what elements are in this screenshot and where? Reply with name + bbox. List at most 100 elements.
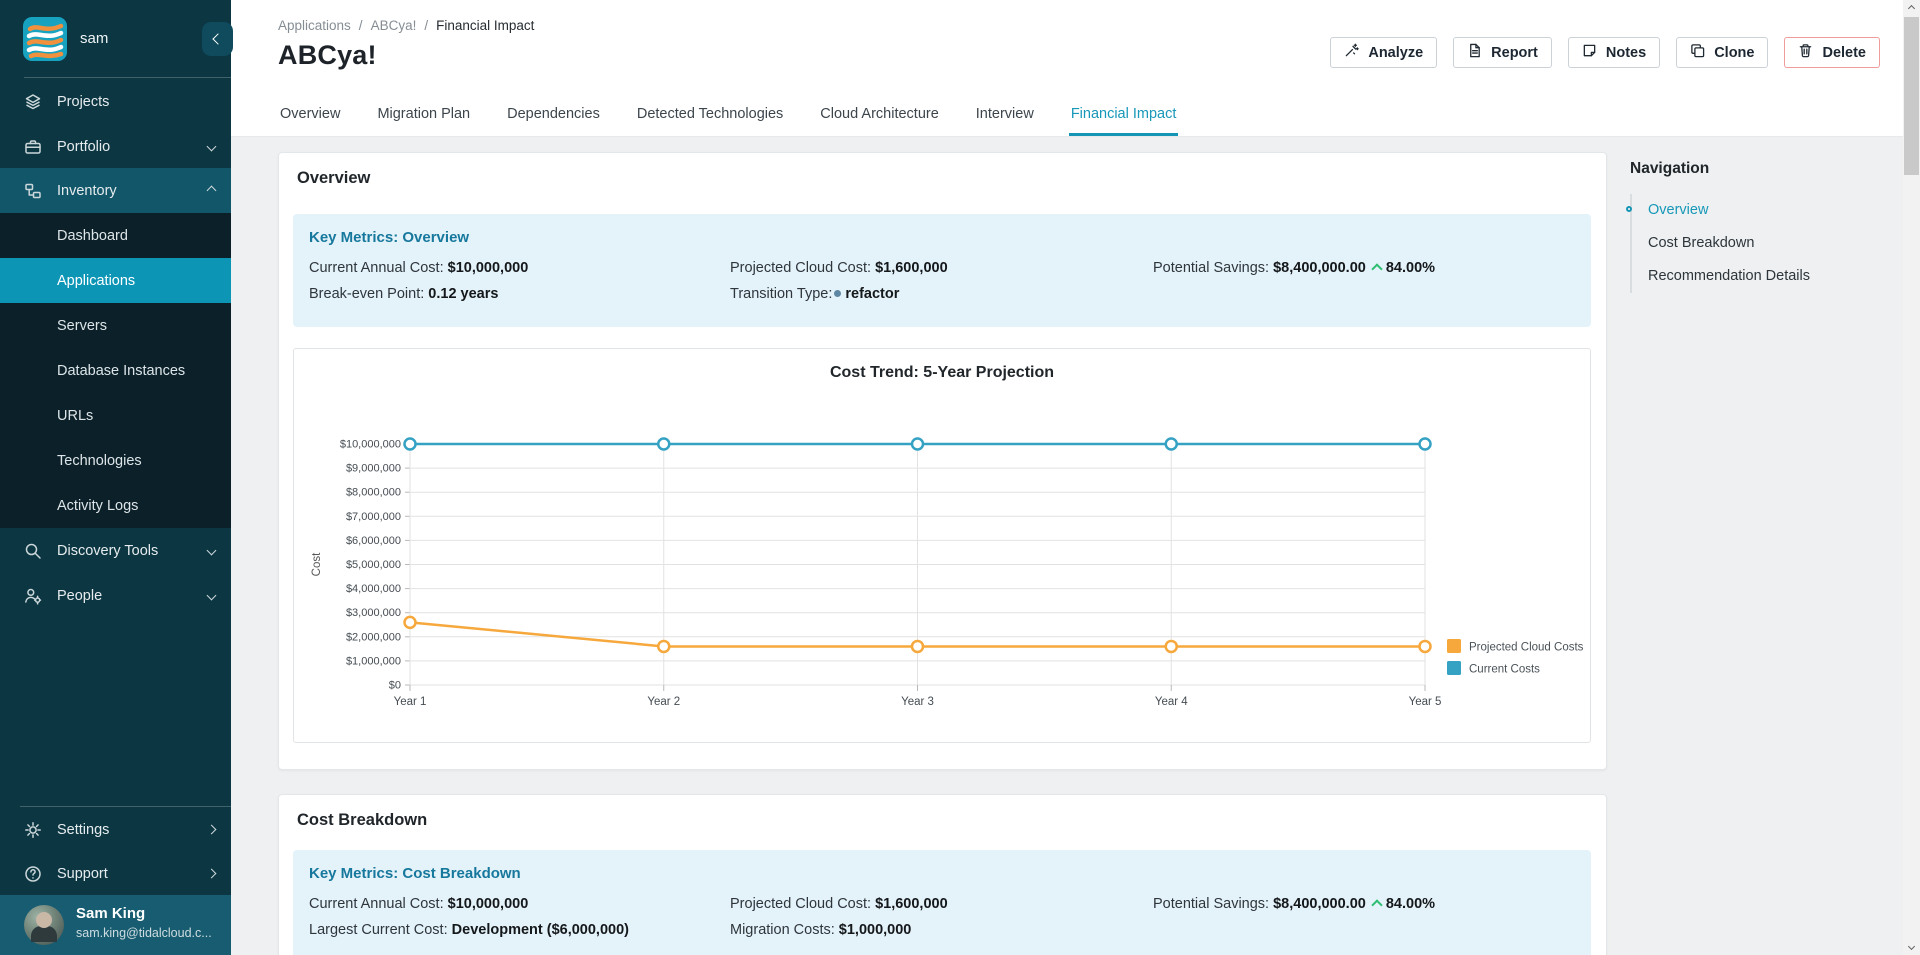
svg-text:$10,000,000: $10,000,000 bbox=[340, 439, 401, 451]
tab-migration-plan[interactable]: Migration Plan bbox=[375, 98, 472, 136]
metric-projected-cloud-cost: Projected Cloud Cost: $1,600,000 bbox=[730, 256, 1153, 282]
sidebar-subitem-applications[interactable]: Applications bbox=[0, 258, 231, 303]
svg-text:$8,000,000: $8,000,000 bbox=[346, 487, 401, 499]
divider bbox=[24, 77, 231, 78]
transition-type-dot-icon bbox=[834, 290, 841, 297]
metric-transition-type: Transition Type:refactor bbox=[730, 282, 1153, 308]
sidebar-subitem-urls[interactable]: URLs bbox=[0, 393, 231, 438]
sidebar-subitem-activity-logs[interactable]: Activity Logs bbox=[0, 483, 231, 528]
workspace-name: sam bbox=[80, 30, 108, 47]
metric-largest-current-cost: Largest Current Cost: Development ($6,00… bbox=[309, 918, 730, 944]
sidebar-subitem-technologies[interactable]: Technologies bbox=[0, 438, 231, 483]
sidebar-item-inventory[interactable]: Inventory bbox=[0, 168, 231, 213]
action-buttons: Analyze Report Notes Clone Delete bbox=[1330, 37, 1880, 68]
sidebar-item-portfolio[interactable]: Portfolio bbox=[0, 124, 231, 169]
user-name: Sam King bbox=[76, 905, 145, 922]
metric-migration-costs: Migration Costs: $1,000,000 bbox=[730, 918, 1153, 944]
scrollbar-thumb[interactable] bbox=[1904, 17, 1919, 175]
sidebar-item-projects[interactable]: Projects bbox=[0, 79, 231, 124]
inventory-submenu: Dashboard Applications Servers Database … bbox=[0, 213, 231, 528]
sidebar-collapse-button[interactable] bbox=[202, 22, 233, 56]
vertical-scrollbar[interactable] bbox=[1903, 0, 1920, 955]
sidebar-item-discovery-tools[interactable]: Discovery Tools bbox=[0, 528, 231, 573]
svg-text:$7,000,000: $7,000,000 bbox=[346, 511, 401, 523]
chevron-up-icon bbox=[207, 186, 217, 196]
svg-text:Projected Cloud Costs: Projected Cloud Costs bbox=[1469, 642, 1584, 654]
wand-icon bbox=[1344, 43, 1359, 62]
metric-current-annual-cost: Current Annual Cost: $10,000,000 bbox=[309, 892, 730, 918]
sidebar-item-people[interactable]: People bbox=[0, 573, 231, 618]
key-metrics-cost-breakdown-title: Key Metrics: Cost Breakdown bbox=[309, 865, 1575, 882]
user-profile[interactable]: Sam King sam.king@tidalcloud.c... bbox=[0, 895, 231, 955]
cost-trend-chart: Cost Trend: 5-Year ProjectionCost$0$1,00… bbox=[293, 348, 1591, 743]
sidebar-item-support[interactable]: Support bbox=[0, 851, 231, 896]
nav-item-recommendation-details[interactable]: Recommendation Details bbox=[1632, 260, 1890, 293]
overview-heading: Overview bbox=[297, 169, 370, 188]
key-metrics-overview-title: Key Metrics: Overview bbox=[309, 229, 1575, 246]
sidebar-subitem-database-instances[interactable]: Database Instances bbox=[0, 348, 231, 393]
clone-button[interactable]: Clone bbox=[1676, 37, 1768, 68]
workspace-header: sam bbox=[0, 0, 231, 77]
tab-interview[interactable]: Interview bbox=[974, 98, 1036, 136]
key-metrics-overview: Key Metrics: Overview Current Annual Cos… bbox=[293, 214, 1591, 327]
active-nav-bullet-icon bbox=[1626, 206, 1632, 212]
svg-text:$9,000,000: $9,000,000 bbox=[346, 463, 401, 475]
savings-up-icon bbox=[1371, 899, 1382, 910]
breadcrumb-separator: / bbox=[359, 18, 363, 33]
avatar bbox=[24, 905, 64, 945]
svg-text:Year 3: Year 3 bbox=[901, 696, 934, 708]
sidebar: sam Projects Portfolio Inventory Dashboa… bbox=[0, 0, 231, 955]
delete-button[interactable]: Delete bbox=[1784, 37, 1880, 68]
breadcrumb-current: Financial Impact bbox=[436, 18, 534, 33]
svg-text:$0: $0 bbox=[389, 680, 401, 692]
metric-projected-cloud-cost: Projected Cloud Cost: $1,600,000 bbox=[730, 892, 1153, 918]
chevron-down-icon bbox=[207, 142, 217, 152]
scroll-down-arrow[interactable] bbox=[1903, 938, 1920, 955]
tab-detected-technologies[interactable]: Detected Technologies bbox=[635, 98, 785, 136]
cost-trend-chart-svg: Cost Trend: 5-Year ProjectionCost$0$1,00… bbox=[294, 349, 1590, 742]
sidebar-subitem-servers[interactable]: Servers bbox=[0, 303, 231, 348]
page-header: Applications / ABCya! / Financial Impact… bbox=[231, 0, 1903, 137]
sidebar-subitem-dashboard[interactable]: Dashboard bbox=[0, 213, 231, 258]
analyze-button[interactable]: Analyze bbox=[1330, 37, 1437, 68]
question-circle-icon bbox=[24, 865, 42, 883]
tab-cloud-architecture[interactable]: Cloud Architecture bbox=[818, 98, 940, 136]
gear-icon bbox=[24, 821, 42, 839]
breadcrumb-abcya[interactable]: ABCya! bbox=[371, 18, 417, 33]
svg-text:Year 4: Year 4 bbox=[1155, 696, 1188, 708]
navigation-panel: Navigation Overview Cost Breakdown Recom… bbox=[1630, 160, 1890, 293]
breadcrumb-separator: / bbox=[424, 18, 428, 33]
tab-financial-impact[interactable]: Financial Impact bbox=[1069, 98, 1179, 136]
chevron-left-icon bbox=[212, 33, 223, 44]
svg-text:Year 1: Year 1 bbox=[394, 696, 427, 708]
svg-text:Cost Trend: 5-Year Projection: Cost Trend: 5-Year Projection bbox=[830, 364, 1054, 381]
tab-bar: Overview Migration Plan Dependencies Det… bbox=[278, 98, 1178, 136]
nav-item-overview[interactable]: Overview bbox=[1632, 194, 1890, 227]
cost-breakdown-section: Cost Breakdown Key Metrics: Cost Breakdo… bbox=[278, 794, 1607, 955]
chevron-down-icon bbox=[207, 546, 217, 556]
sidebar-item-settings[interactable]: Settings bbox=[0, 807, 231, 852]
notes-button[interactable]: Notes bbox=[1568, 37, 1660, 68]
breadcrumb-applications[interactable]: Applications bbox=[278, 18, 351, 33]
search-icon bbox=[24, 542, 42, 560]
key-metrics-cost-breakdown: Key Metrics: Cost Breakdown Current Annu… bbox=[293, 850, 1591, 955]
page-title: ABCya! bbox=[278, 40, 377, 71]
report-button[interactable]: Report bbox=[1453, 37, 1552, 68]
layers-icon bbox=[24, 93, 42, 111]
svg-text:Year 5: Year 5 bbox=[1409, 696, 1442, 708]
cost-breakdown-heading: Cost Breakdown bbox=[297, 811, 427, 830]
person-gear-icon bbox=[24, 587, 42, 605]
nav-item-cost-breakdown[interactable]: Cost Breakdown bbox=[1632, 227, 1890, 260]
tab-overview[interactable]: Overview bbox=[278, 98, 342, 136]
tidal-logo bbox=[23, 17, 67, 61]
svg-text:Cost: Cost bbox=[311, 552, 323, 576]
svg-text:$2,000,000: $2,000,000 bbox=[346, 631, 401, 643]
chevron-right-icon bbox=[207, 869, 217, 879]
svg-text:Current Costs: Current Costs bbox=[1469, 664, 1540, 676]
scroll-up-arrow[interactable] bbox=[1903, 0, 1920, 17]
metric-break-even-point: Break-even Point: 0.12 years bbox=[309, 282, 730, 308]
metric-current-annual-cost: Current Annual Cost: $10,000,000 bbox=[309, 256, 730, 282]
trash-icon bbox=[1798, 43, 1813, 62]
svg-text:$4,000,000: $4,000,000 bbox=[346, 583, 401, 595]
tab-dependencies[interactable]: Dependencies bbox=[505, 98, 602, 136]
